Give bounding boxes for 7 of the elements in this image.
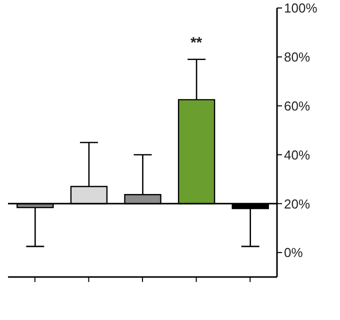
y-tick-label: 20%: [284, 196, 310, 212]
y-tick-label: 40%: [284, 147, 310, 162]
y-tick-label: 80%: [284, 50, 310, 65]
y-tick-label: 0%: [284, 245, 304, 260]
annotation: **: [190, 34, 202, 52]
y-tick-label: 60%: [284, 98, 310, 114]
y-tick-label: 100%: [284, 0, 318, 16]
